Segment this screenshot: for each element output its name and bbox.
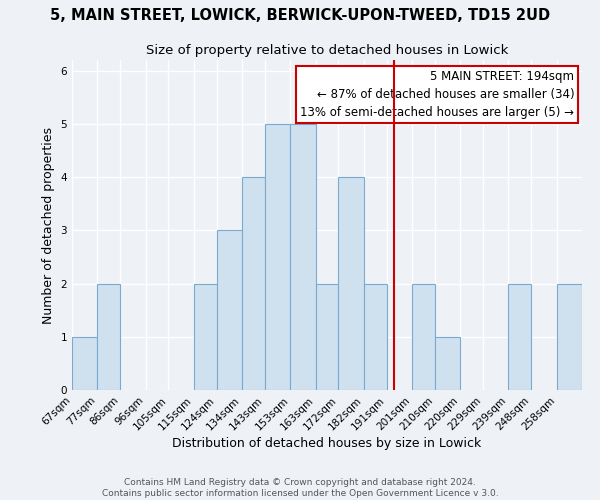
Bar	[242, 177, 265, 390]
Bar	[217, 230, 242, 390]
X-axis label: Distribution of detached houses by size in Lowick: Distribution of detached houses by size …	[172, 438, 482, 450]
Bar	[290, 124, 316, 390]
Text: 5 MAIN STREET: 194sqm
← 87% of detached houses are smaller (34)
13% of semi-deta: 5 MAIN STREET: 194sqm ← 87% of detached …	[301, 70, 574, 119]
Bar	[72, 337, 97, 390]
Bar	[194, 284, 217, 390]
Title: Size of property relative to detached houses in Lowick: Size of property relative to detached ho…	[146, 44, 508, 58]
Bar	[508, 284, 531, 390]
Bar	[316, 284, 338, 390]
Y-axis label: Number of detached properties: Number of detached properties	[42, 126, 55, 324]
Bar	[412, 284, 435, 390]
Bar	[265, 124, 290, 390]
Bar	[364, 284, 386, 390]
Bar	[338, 177, 364, 390]
Text: 5, MAIN STREET, LOWICK, BERWICK-UPON-TWEED, TD15 2UD: 5, MAIN STREET, LOWICK, BERWICK-UPON-TWE…	[50, 8, 550, 22]
Bar	[557, 284, 582, 390]
Bar	[97, 284, 120, 390]
Text: Contains HM Land Registry data © Crown copyright and database right 2024.
Contai: Contains HM Land Registry data © Crown c…	[101, 478, 499, 498]
Bar	[435, 337, 460, 390]
